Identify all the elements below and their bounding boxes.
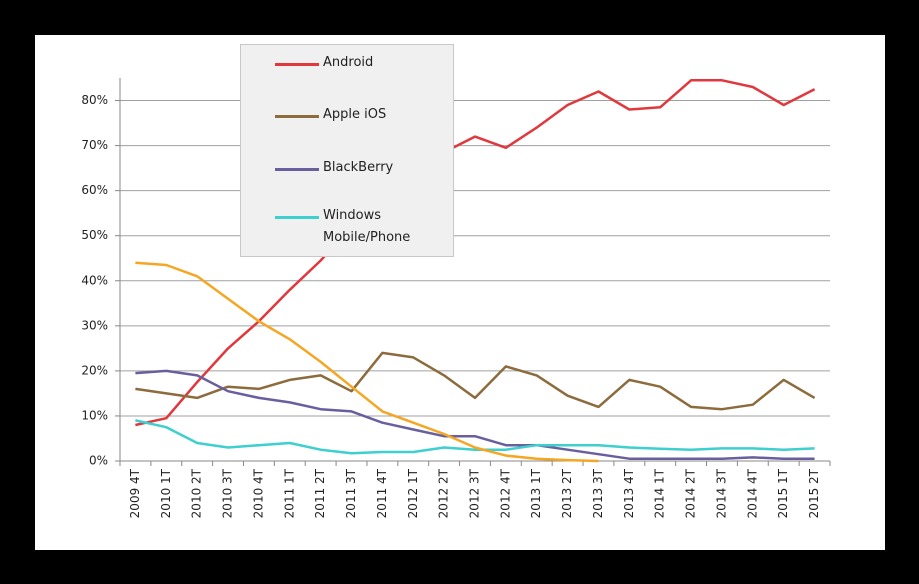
x-tick-label: 2011 1T [282,468,296,518]
y-tick-label: 80% [81,93,108,107]
x-tick-label: 2010 4T [251,468,265,518]
legend-label: Android [323,55,374,70]
x-tick-label: 2013 1T [529,468,543,518]
legend-swatch [275,168,319,171]
legend-swatch [275,115,319,118]
x-tick-label: 2014 4T [745,468,759,518]
series-line [135,261,599,463]
legend-label: BlackBerry [323,160,394,175]
legend-swatch [275,63,319,66]
legend-entry: Apple iOS [275,107,443,126]
legend-entry: Android [275,55,443,74]
x-tick-label: 2014 1T [653,468,667,518]
x-tick-label: 2013 4T [622,468,636,518]
y-tick-label: 50% [81,228,108,242]
y-tick-label: 70% [81,138,108,152]
x-tick-label: 2013 2T [560,468,574,518]
x-tick-label: 2015 1T [776,468,790,518]
y-tick-label: 30% [81,318,108,332]
legend-entry: BlackBerry [275,160,443,179]
x-tick-label: 2015 2T [807,468,821,518]
series-line [135,351,816,411]
series-line [135,79,816,427]
legend: Android Apple iOS BlackBerry Windows Mobile… [240,44,454,257]
legend-swatch [275,216,319,219]
x-tick-label: 2010 1T [159,468,173,518]
x-tick-label: 2009 4T [128,468,142,518]
legend-label: Windows Mobile/Phone [323,208,411,245]
x-tick-label: 2011 2T [313,468,327,518]
x-tick-label: 2012 4T [498,468,512,518]
legend-entry: Windows Mobile/Phone [275,208,443,249]
x-tick-label: 2011 4T [375,468,389,518]
x-tick-label: 2010 3T [221,468,235,518]
x-tick-label: 2014 2T [684,468,698,518]
y-tick-label: 20% [81,363,108,377]
y-tick-label: 0% [89,454,108,468]
x-tick-label: 2012 3T [468,468,482,518]
y-tick-label: 10% [81,408,108,422]
series-line [135,369,815,460]
x-tick-label: 2013 3T [591,468,605,518]
y-tick-label: 60% [81,183,108,197]
x-tick-label: 2012 1T [406,468,420,518]
y-tick-label: 40% [81,273,108,287]
series-line [135,419,815,455]
legend-label: Apple iOS [323,107,387,122]
x-tick-label: 2011 3T [344,468,358,518]
x-tick-label: 2014 3T [714,468,728,518]
x-tick-label: 2010 2T [190,468,204,518]
x-tick-label: 2012 2T [437,468,451,518]
